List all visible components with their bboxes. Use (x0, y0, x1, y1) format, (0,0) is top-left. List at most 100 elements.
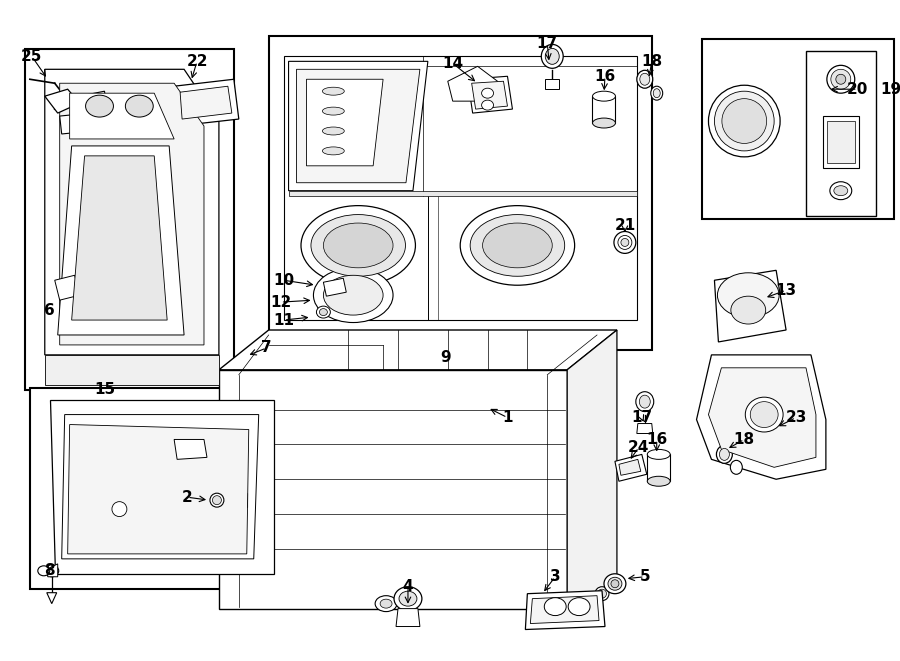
Bar (823, 116, 859, 168)
Text: 19: 19 (880, 82, 900, 97)
Text: 13: 13 (776, 283, 796, 297)
Ellipse shape (86, 95, 113, 117)
Ellipse shape (482, 88, 493, 98)
Text: 2: 2 (182, 490, 193, 504)
Polygon shape (72, 156, 167, 320)
Ellipse shape (639, 395, 651, 408)
Text: 9: 9 (440, 350, 451, 366)
Ellipse shape (322, 147, 345, 155)
Ellipse shape (621, 239, 629, 247)
Polygon shape (217, 493, 247, 507)
Polygon shape (55, 275, 79, 300)
Ellipse shape (618, 235, 632, 249)
Text: 10: 10 (273, 273, 294, 288)
Text: 23: 23 (786, 410, 806, 425)
Polygon shape (59, 83, 204, 345)
Polygon shape (58, 146, 184, 335)
Text: 5: 5 (640, 569, 650, 584)
Text: 15: 15 (94, 382, 115, 397)
Polygon shape (647, 454, 670, 481)
Polygon shape (715, 270, 786, 342)
Ellipse shape (635, 392, 653, 412)
Polygon shape (174, 440, 207, 459)
Ellipse shape (637, 70, 652, 88)
Ellipse shape (544, 598, 566, 615)
Ellipse shape (301, 206, 416, 286)
Ellipse shape (608, 577, 622, 590)
Polygon shape (59, 113, 92, 134)
Polygon shape (708, 368, 816, 467)
Polygon shape (592, 96, 615, 123)
Bar (30, 388, 293, 589)
Text: 17: 17 (536, 36, 558, 51)
Ellipse shape (323, 223, 393, 268)
Ellipse shape (38, 566, 50, 576)
Text: 22: 22 (186, 54, 208, 69)
Ellipse shape (317, 306, 330, 318)
Polygon shape (45, 355, 219, 385)
Text: 11: 11 (273, 313, 294, 328)
Polygon shape (219, 330, 616, 369)
Ellipse shape (460, 206, 574, 286)
Ellipse shape (751, 402, 778, 428)
Polygon shape (619, 459, 641, 475)
Ellipse shape (611, 580, 619, 588)
Polygon shape (79, 91, 107, 113)
Ellipse shape (45, 565, 58, 577)
Ellipse shape (604, 574, 626, 594)
Ellipse shape (830, 182, 851, 200)
Text: 7: 7 (261, 340, 272, 356)
Ellipse shape (482, 100, 493, 110)
Polygon shape (45, 89, 79, 113)
Text: 14: 14 (442, 56, 464, 71)
Ellipse shape (470, 215, 564, 276)
Polygon shape (323, 278, 346, 296)
Ellipse shape (482, 223, 553, 268)
Text: 4: 4 (402, 579, 413, 594)
Text: 17: 17 (631, 410, 652, 425)
Polygon shape (615, 454, 647, 481)
Polygon shape (468, 76, 512, 113)
Polygon shape (219, 369, 567, 609)
Ellipse shape (322, 87, 345, 95)
Polygon shape (68, 424, 248, 554)
Polygon shape (307, 79, 383, 166)
Text: 18: 18 (734, 432, 755, 447)
Ellipse shape (394, 587, 422, 611)
Text: 6: 6 (44, 303, 55, 317)
Ellipse shape (541, 44, 563, 68)
Text: 12: 12 (270, 295, 292, 309)
Bar (269, 36, 652, 350)
Ellipse shape (716, 446, 733, 463)
Ellipse shape (708, 85, 780, 157)
Ellipse shape (731, 296, 766, 324)
Ellipse shape (715, 91, 774, 151)
Text: 8: 8 (44, 563, 55, 578)
Ellipse shape (322, 107, 345, 115)
Polygon shape (62, 414, 258, 559)
Ellipse shape (731, 460, 742, 475)
Polygon shape (69, 93, 174, 139)
Text: 24: 24 (628, 440, 650, 455)
Ellipse shape (399, 591, 417, 606)
Polygon shape (567, 330, 616, 609)
Ellipse shape (836, 74, 846, 84)
Polygon shape (174, 79, 239, 126)
Text: 21: 21 (615, 218, 635, 233)
Ellipse shape (125, 95, 153, 117)
Ellipse shape (653, 89, 661, 98)
Text: 16: 16 (646, 432, 668, 447)
Polygon shape (48, 564, 58, 577)
Polygon shape (545, 79, 559, 89)
Polygon shape (472, 81, 508, 109)
Ellipse shape (592, 91, 616, 101)
Ellipse shape (592, 118, 616, 128)
Ellipse shape (745, 397, 783, 432)
Polygon shape (284, 56, 637, 320)
Ellipse shape (375, 596, 397, 611)
Polygon shape (530, 596, 599, 623)
Bar (806, 52, 876, 215)
Polygon shape (50, 400, 274, 574)
Ellipse shape (831, 69, 850, 89)
Ellipse shape (323, 275, 383, 315)
